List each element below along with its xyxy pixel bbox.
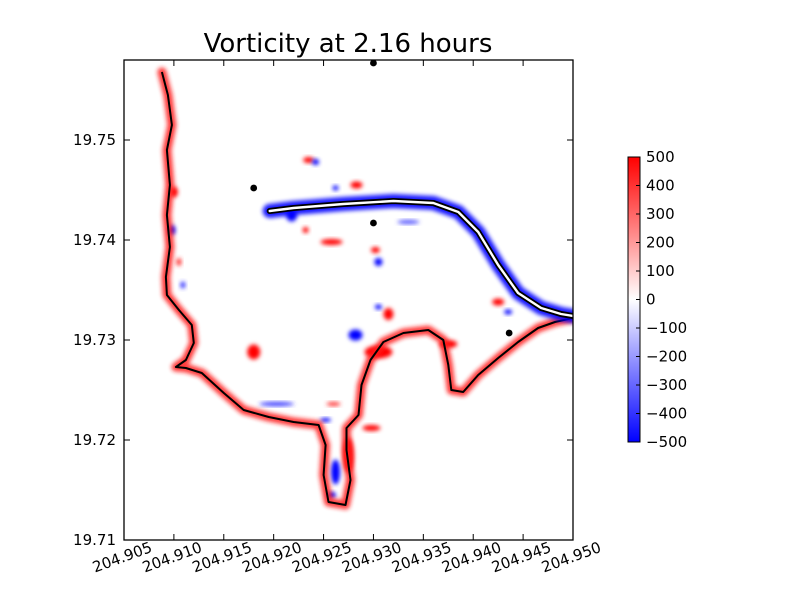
vorticity-patch	[374, 258, 383, 266]
colorbar-tick-label: −300	[646, 376, 687, 394]
station-marker	[505, 329, 513, 337]
y-tick-label: 19.71	[73, 531, 116, 549]
vorticity-patch	[326, 402, 341, 406]
vorticity-patch	[312, 159, 320, 165]
colorbar-tick-label: 200	[646, 234, 675, 252]
colorbar-tick-label: 500	[646, 148, 675, 166]
station-marker	[370, 219, 377, 227]
colorbar-tick-label: 100	[646, 262, 675, 280]
vorticity-patch	[350, 181, 363, 189]
vorticity-patch	[303, 157, 315, 163]
station-marker	[250, 184, 258, 192]
y-tick-label: 19.74	[73, 231, 116, 249]
shoreline-contour	[160, 71, 573, 506]
vorticity-patch	[348, 329, 363, 341]
vorticity-patch	[492, 298, 505, 306]
vorticity-patch	[331, 459, 341, 485]
colorbar: 500 400 300 200 100 0 −100 −200 −300 −400 −500	[627, 148, 687, 451]
colorbar-ticks: 500 400 300 200 100 0 −100 −200 −300 −400 −500	[636, 148, 687, 451]
y-axis: 19.71 19.72 19.73 19.74 19.75	[73, 131, 573, 549]
vorticity-patch	[362, 425, 381, 431]
vorticity-patch	[504, 309, 513, 315]
vorticity-patch	[320, 418, 332, 422]
vorticity-patch	[383, 308, 394, 320]
plot-frame	[123, 59, 574, 541]
colorbar-tick-label: −400	[646, 405, 687, 423]
chart-title: Vorticity at 2.16 hours	[204, 29, 493, 59]
vorticity-patch	[302, 227, 309, 233]
shoreline-contours	[157, 67, 573, 510]
colorbar-tick-label: 400	[646, 177, 675, 195]
colorbar-tick-label: −100	[646, 319, 687, 337]
y-tick-label: 19.72	[73, 431, 116, 449]
vorticity-patch	[374, 304, 382, 310]
colorbar-tick-label: 300	[646, 205, 675, 223]
vorticity-patch	[176, 258, 182, 266]
colorbar-tick-label: −200	[646, 348, 687, 366]
vorticity-patch	[247, 344, 261, 360]
colorbar-tick-label: −500	[646, 433, 687, 451]
vorticity-patch	[332, 185, 339, 191]
y-tick-label: 19.73	[73, 331, 116, 349]
vorticity-patch	[180, 281, 186, 289]
breakwater-core	[268, 199, 573, 318]
y-tick-label: 19.75	[73, 131, 116, 149]
vorticity-patch	[370, 247, 380, 253]
vorticity-patch	[320, 239, 343, 245]
vorticity-patch	[397, 220, 420, 224]
vorticity-patch	[259, 402, 295, 406]
colorbar-tick-label: 0	[646, 291, 656, 309]
